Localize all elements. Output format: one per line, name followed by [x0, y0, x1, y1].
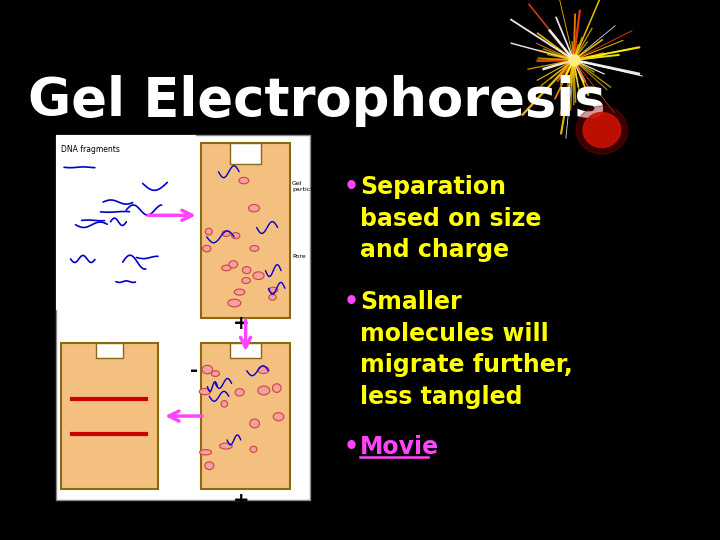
Ellipse shape [199, 388, 210, 395]
Ellipse shape [248, 205, 260, 212]
Ellipse shape [250, 419, 259, 428]
Text: DNA fragments: DNA fragments [61, 145, 120, 154]
Bar [201, 143, 290, 318]
Ellipse shape [250, 246, 259, 252]
Ellipse shape [242, 278, 251, 284]
Text: Gel
particle: Gel particle [292, 181, 316, 192]
Ellipse shape [232, 233, 240, 239]
Ellipse shape [228, 299, 240, 307]
Ellipse shape [229, 261, 238, 268]
Ellipse shape [220, 443, 233, 449]
Bar [96, 343, 123, 357]
Text: +: + [233, 314, 249, 333]
Text: Gel Electrophoresis: Gel Electrophoresis [28, 75, 606, 127]
Ellipse shape [274, 413, 284, 421]
Text: Movie: Movie [360, 435, 439, 459]
Bar [56, 135, 310, 500]
Ellipse shape [583, 112, 621, 147]
Ellipse shape [221, 401, 228, 407]
Text: Smaller
molecules will
migrate further,
less tangled: Smaller molecules will migrate further, … [360, 290, 573, 409]
Ellipse shape [258, 366, 269, 374]
Ellipse shape [243, 267, 251, 274]
Ellipse shape [235, 389, 244, 396]
Bar [230, 143, 261, 164]
Ellipse shape [211, 371, 220, 376]
Ellipse shape [250, 446, 257, 453]
Ellipse shape [222, 231, 230, 237]
Ellipse shape [269, 294, 276, 300]
Ellipse shape [234, 289, 245, 295]
Text: Pore: Pore [292, 254, 305, 259]
Bar [230, 343, 261, 357]
Ellipse shape [202, 365, 212, 374]
Bar [201, 343, 290, 489]
Ellipse shape [202, 245, 211, 252]
Bar [56, 135, 196, 310]
Ellipse shape [205, 228, 212, 235]
Ellipse shape [204, 462, 214, 470]
Ellipse shape [272, 384, 281, 393]
Ellipse shape [253, 272, 264, 280]
Bar [61, 343, 158, 489]
Text: •: • [343, 435, 359, 459]
Ellipse shape [222, 265, 231, 271]
Ellipse shape [239, 177, 248, 184]
Ellipse shape [269, 287, 278, 293]
Text: •: • [343, 290, 359, 314]
Ellipse shape [199, 450, 212, 455]
Text: Separation
based on size
and charge: Separation based on size and charge [360, 175, 541, 262]
Ellipse shape [576, 106, 628, 154]
Ellipse shape [258, 386, 270, 395]
Text: +: + [233, 491, 249, 510]
Text: •: • [343, 175, 359, 199]
Text: -: - [189, 361, 197, 380]
